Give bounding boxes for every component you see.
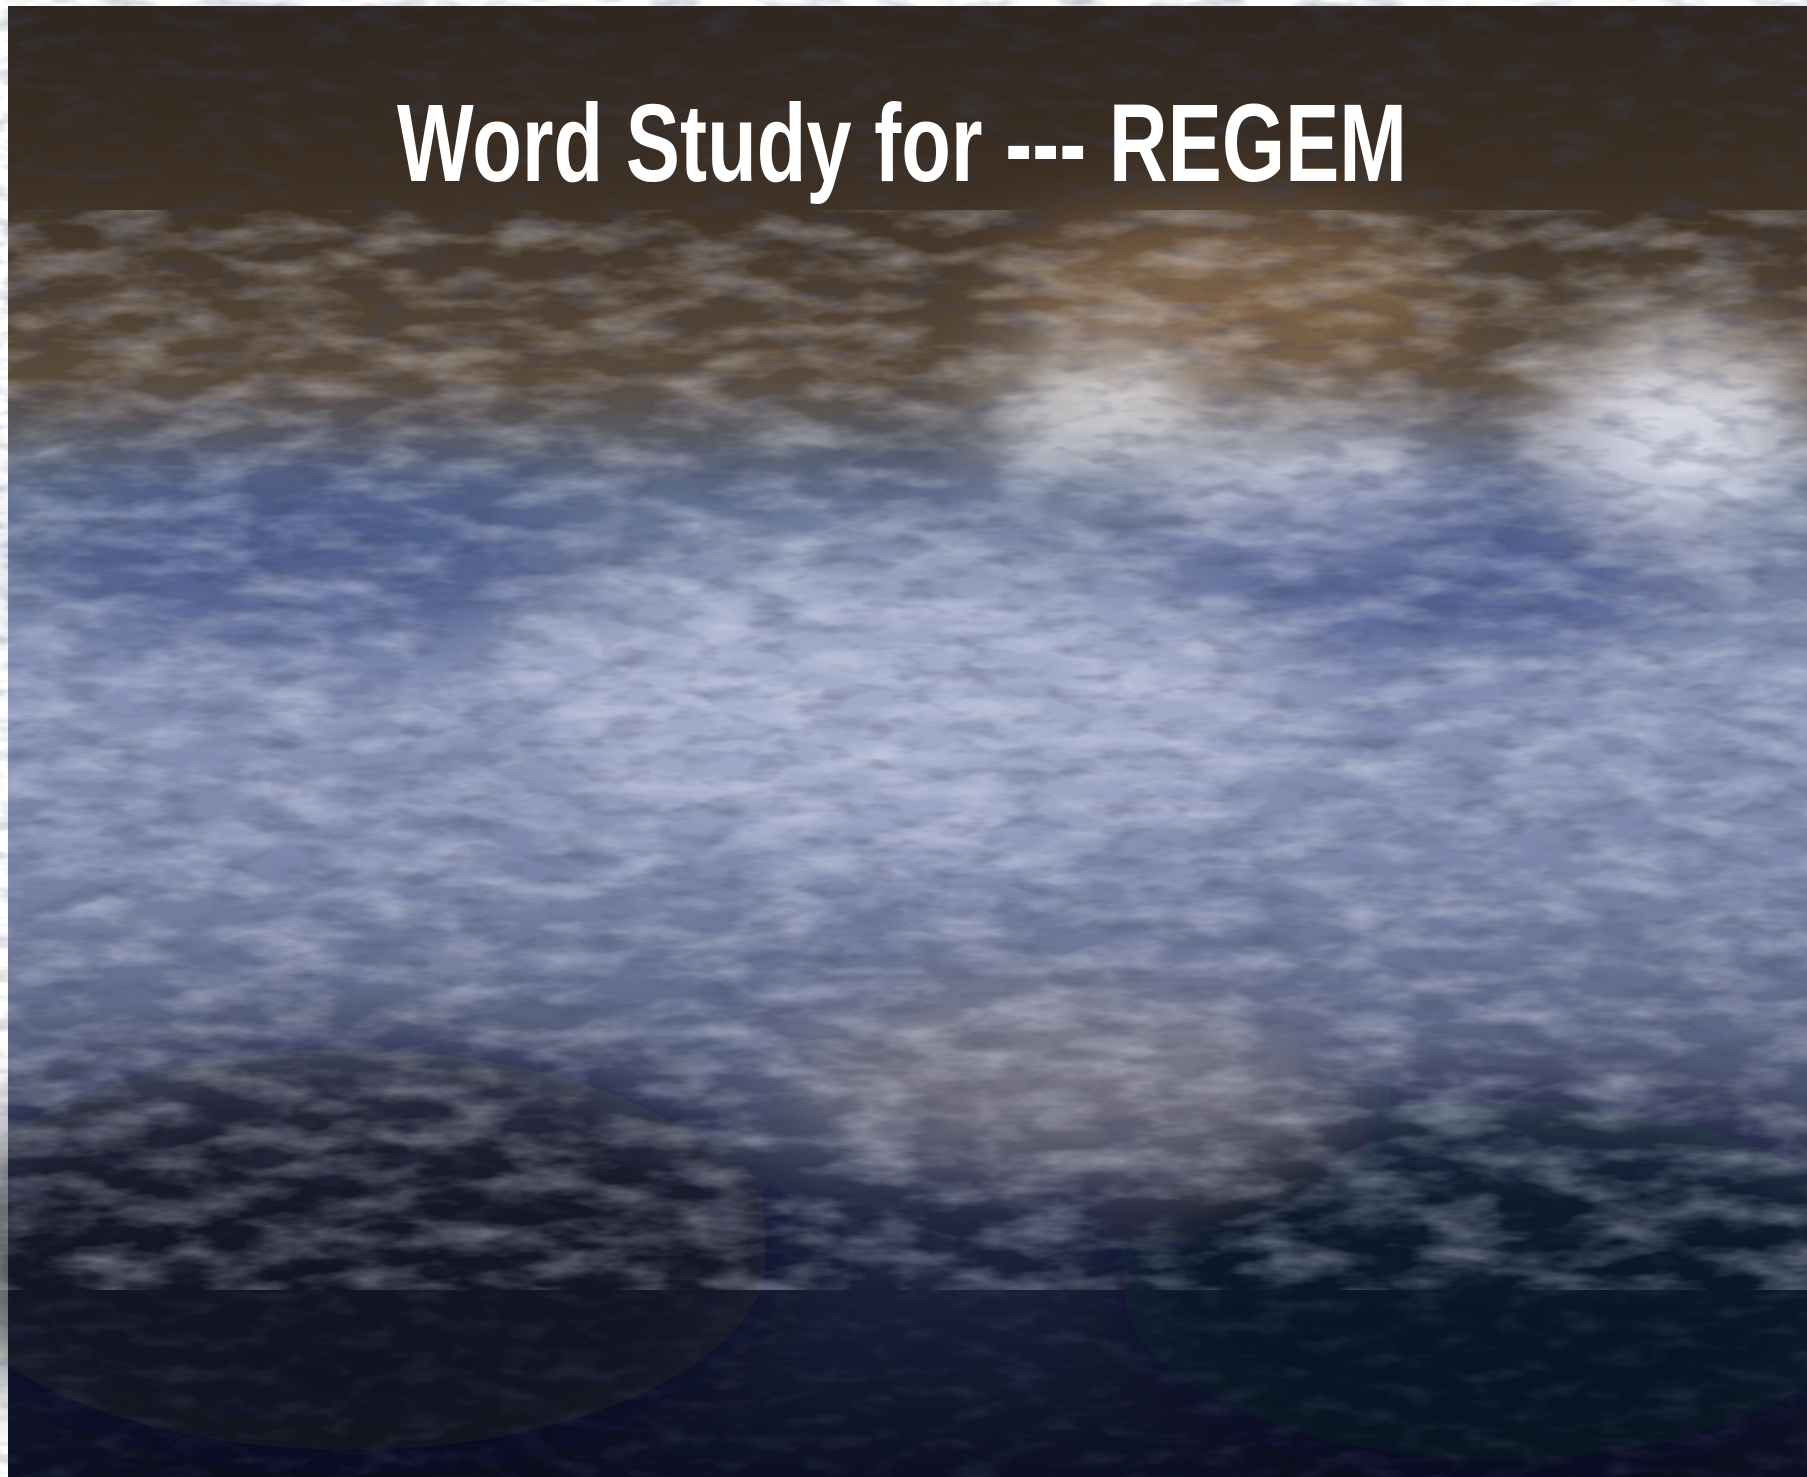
cracks xyxy=(8,6,1807,1477)
slide-title: Word Study for --- REGEM xyxy=(397,82,1407,205)
photo-slide: Word Study for --- REGEM xyxy=(0,0,1807,1477)
page: {"title": "Word Study for --- REGEM"} xyxy=(0,0,1807,1477)
